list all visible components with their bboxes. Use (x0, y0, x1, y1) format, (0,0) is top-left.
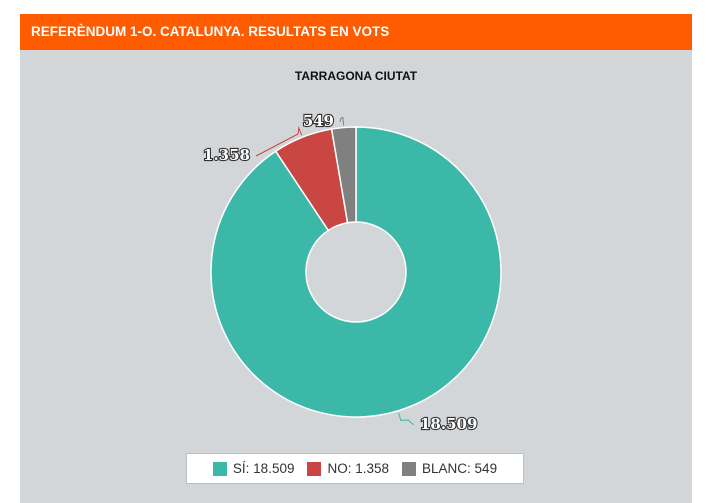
chart-legend: SÍ: 18.509 NO: 1.358 BLANC: 549 (186, 453, 524, 484)
legend-label: BLANC: 549 (422, 461, 498, 476)
chart-panel: TARRAGONA CIUTAT 18.509 1.358 549 SÍ: 18.5… (20, 50, 692, 503)
chart-header: REFERÈNDUM 1-O. CATALUNYA. RESULTATS EN … (20, 14, 692, 50)
donut-chart: 18.509 1.358 549 (202, 111, 502, 434)
data-label-no: 1.358 (203, 146, 250, 164)
legend-label: NO: 1.358 (327, 461, 390, 476)
legend-swatch (212, 461, 227, 476)
connector-sí (398, 412, 415, 426)
data-label-sí: 18.509 (420, 415, 477, 433)
legend-item-blanc[interactable]: BLANC: 549 (402, 461, 497, 476)
pie-slice-blanc[interactable] (330, 126, 357, 224)
legend-label: SÍ: 18.509 (232, 461, 295, 476)
data-label-blanc: 549 (303, 112, 334, 130)
connector-blanc (339, 116, 345, 126)
legend-swatch (307, 461, 322, 476)
pie-slice-sí[interactable] (210, 126, 502, 418)
chart-title: TARRAGONA CIUTAT (294, 69, 418, 83)
legend-swatch (402, 461, 417, 476)
connector-no (255, 125, 303, 157)
header-title: REFERÈNDUM 1-O. CATALUNYA. RESULTATS EN … (31, 24, 390, 39)
legend-item-sí[interactable]: SÍ: 18.509 (212, 461, 295, 476)
legend-item-no[interactable]: NO: 1.358 (307, 461, 389, 476)
